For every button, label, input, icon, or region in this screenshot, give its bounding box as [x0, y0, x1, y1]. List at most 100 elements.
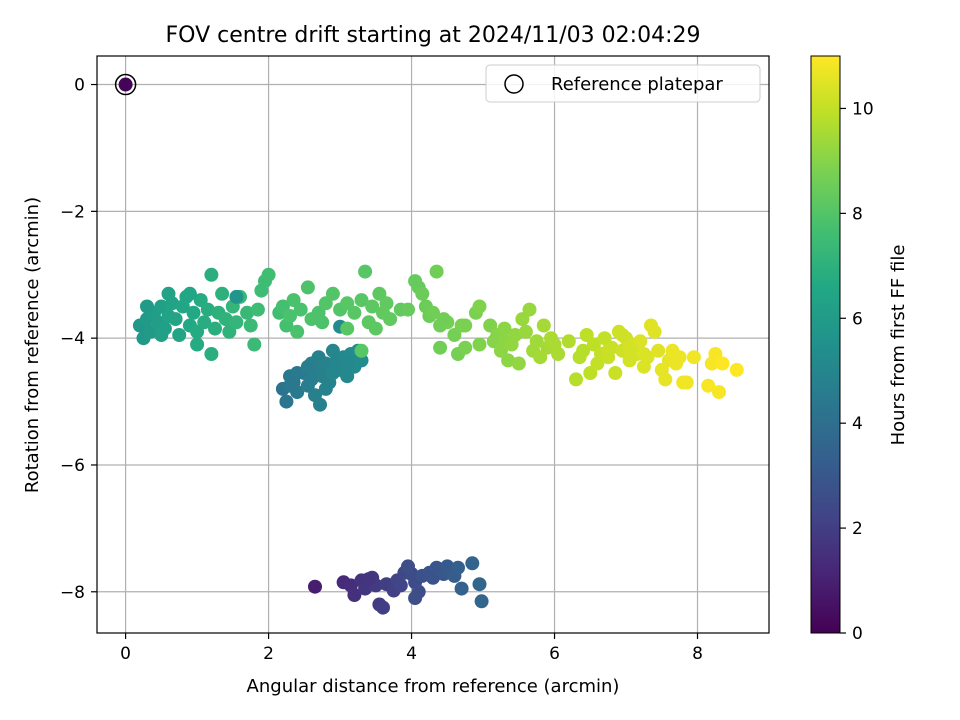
data-point — [313, 397, 327, 412]
colorbar-label: Hours from first FF file — [888, 245, 909, 446]
axes-frame — [96, 55, 770, 634]
data-point — [569, 372, 583, 387]
data-point — [651, 343, 666, 358]
data-point — [368, 321, 383, 336]
chart-title: FOV centre drift starting at 2024/11/03 … — [166, 23, 701, 48]
data-point — [511, 356, 526, 371]
data-point — [347, 588, 362, 602]
data-point — [340, 356, 355, 371]
data-point — [311, 350, 326, 365]
data-point — [522, 302, 537, 317]
legend-marker-icon — [504, 74, 524, 94]
data-point — [415, 286, 430, 301]
data-point — [454, 581, 469, 596]
data-point — [458, 340, 473, 355]
data-point — [143, 324, 158, 339]
data-point — [579, 328, 594, 342]
data-point — [354, 343, 369, 358]
data-point — [154, 299, 169, 314]
data-point — [536, 318, 551, 333]
data-point — [401, 302, 415, 317]
data-point — [636, 347, 651, 361]
x-axis-label: Angular distance from reference (arcmin) — [247, 676, 620, 697]
data-point — [218, 312, 233, 327]
data-point — [208, 321, 222, 336]
colorbar-tick-label: 8 — [852, 204, 863, 224]
data-point — [300, 359, 315, 374]
data-point — [508, 328, 523, 342]
data-point — [701, 378, 716, 393]
data-point — [622, 340, 637, 355]
data-point — [197, 315, 212, 330]
data-point — [447, 328, 462, 342]
data-point — [429, 264, 444, 279]
data-point — [433, 340, 448, 355]
y-tick-label: −6 — [60, 456, 85, 476]
data-point — [154, 328, 169, 342]
data-point — [658, 372, 673, 387]
data-point — [315, 315, 330, 330]
data-point — [601, 343, 616, 358]
x-tick-label: 8 — [692, 644, 703, 664]
data-point — [293, 302, 308, 317]
data-point — [358, 264, 373, 279]
colorbar-tick-label: 4 — [852, 414, 863, 434]
data-point — [204, 347, 219, 361]
data-points — [114, 73, 744, 615]
y-axis-label: Rotation from reference (arcmin) — [22, 197, 43, 493]
data-point — [501, 353, 516, 368]
data-point — [361, 572, 376, 587]
data-point — [340, 321, 355, 336]
data-point — [647, 324, 662, 339]
data-point — [240, 305, 255, 320]
data-point — [712, 385, 726, 400]
data-point — [168, 312, 183, 327]
data-point — [340, 369, 355, 384]
data-point — [426, 305, 440, 320]
plot-area: 0 2 4 6 8 0 −2 −4 −6 −8 — [60, 55, 770, 664]
data-point — [204, 267, 219, 282]
x-axis-ticks: 0 2 4 6 8 — [120, 633, 703, 664]
y-tick-label: −2 — [60, 202, 85, 222]
data-point — [182, 286, 197, 301]
data-point — [401, 559, 415, 574]
y-axis-ticks: 0 −2 −4 −6 −8 — [60, 76, 97, 603]
reference-point-fill — [118, 77, 133, 92]
data-point — [186, 305, 201, 320]
data-point — [161, 286, 176, 301]
data-point — [472, 577, 487, 592]
data-point — [383, 312, 398, 327]
data-point — [576, 343, 591, 358]
x-tick-label: 4 — [406, 644, 417, 664]
data-point — [608, 366, 623, 380]
data-point — [376, 600, 390, 615]
data-point — [458, 318, 473, 333]
y-tick-label: −4 — [60, 329, 85, 349]
x-tick-label: 2 — [263, 644, 274, 664]
legend: Reference platepar — [485, 64, 761, 103]
data-point — [325, 286, 340, 301]
data-point — [365, 299, 380, 314]
data-point — [283, 309, 297, 323]
data-point — [140, 299, 154, 314]
colorbar-tick-label: 10 — [852, 99, 874, 119]
data-point — [518, 324, 533, 339]
data-point — [247, 337, 262, 352]
data-point — [308, 579, 322, 594]
data-point — [551, 347, 566, 361]
data-point — [190, 337, 205, 352]
x-tick-label: 6 — [549, 644, 560, 664]
data-point — [686, 350, 701, 365]
data-point — [715, 356, 730, 371]
data-point — [354, 353, 369, 368]
data-point — [250, 302, 265, 317]
colorbar: 0 2 4 6 8 10 Hours from first FF file — [810, 55, 909, 644]
colorbar-tick-label: 0 — [852, 624, 863, 644]
colorbar-tick-label: 2 — [852, 519, 863, 539]
data-point — [408, 591, 423, 606]
data-point — [393, 578, 408, 593]
y-tick-label: −8 — [60, 583, 85, 603]
data-point — [229, 315, 244, 330]
data-point — [529, 334, 544, 349]
data-point — [729, 362, 744, 377]
